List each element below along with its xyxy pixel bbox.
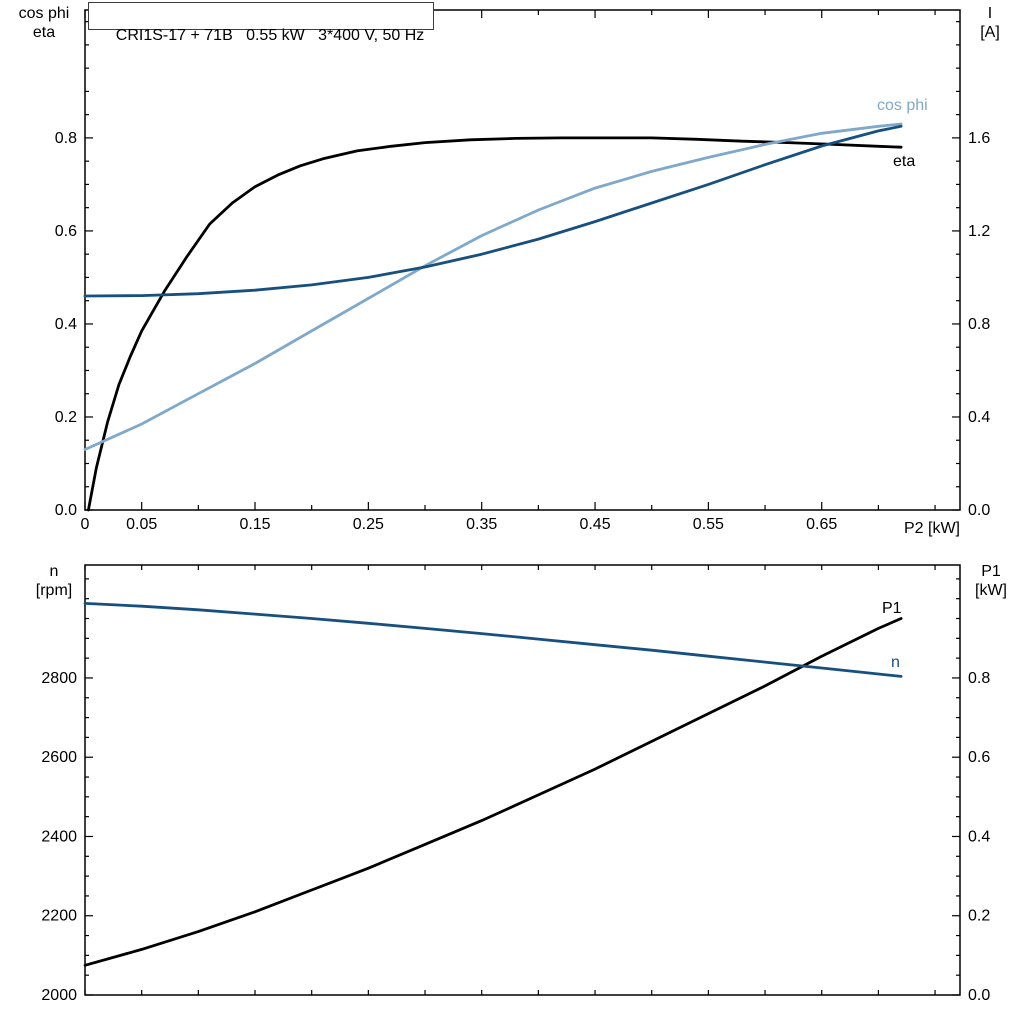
curve-label-p1: P1 xyxy=(882,600,902,617)
curve-eta xyxy=(87,136,903,512)
y-tick-label: 0.8 xyxy=(968,670,990,687)
axis-label-current: I xyxy=(987,5,993,22)
y-tick-label: 0.4 xyxy=(968,828,990,845)
y-tick-label: 2600 xyxy=(41,749,77,766)
x-tick-label: 0.05 xyxy=(126,516,157,533)
top-right-axis-label: I [A] xyxy=(962,4,1018,42)
y-tick-label: 0.0 xyxy=(968,502,990,519)
x-tick-label: 0 xyxy=(81,516,90,533)
y-tick-label: 2800 xyxy=(41,670,77,687)
y-tick-label: 0.4 xyxy=(968,409,990,426)
axis-label-p1-unit: [kW] xyxy=(975,582,1007,599)
y-tick-label: 0.4 xyxy=(55,316,77,333)
y-tick-label: 0.8 xyxy=(55,130,77,147)
y-tick-label: 0.6 xyxy=(968,749,990,766)
y-tick-label: 0.6 xyxy=(55,223,77,240)
y-tick-label: 0.2 xyxy=(55,409,77,426)
y-tick-label: 2400 xyxy=(41,828,77,845)
bottom-left-axis-label: n [rpm] xyxy=(26,562,82,600)
y-tick-label: 0.8 xyxy=(968,316,990,333)
y-tick-label: 1.2 xyxy=(968,223,990,240)
motor-electrical-chart-frame xyxy=(84,9,961,511)
top-left-axis-label: cos phi eta xyxy=(6,4,82,42)
x-tick-label: 0.45 xyxy=(579,516,610,533)
x-tick-label: 0.55 xyxy=(693,516,724,533)
curve-cos-phi xyxy=(83,122,903,451)
curve-speed xyxy=(83,602,903,678)
axis-label-p1: P1 xyxy=(981,563,1001,580)
y-tick-label: 2000 xyxy=(41,987,77,1004)
y-tick-label: 0.0 xyxy=(55,502,77,519)
speed-power-chart-frame xyxy=(84,564,961,996)
x-tick-label: 0.15 xyxy=(239,516,270,533)
curve-p1 xyxy=(83,617,903,967)
chart-title-box: CRI1S-17 + 71B 0.55 kW 3*400 V, 50 Hz xyxy=(88,2,435,44)
bottom-right-axis-label: P1 [kW] xyxy=(962,562,1020,600)
chart-title: CRI1S-17 + 71B 0.55 kW 3*400 V, 50 Hz xyxy=(115,27,425,44)
curve-label-eta: eta xyxy=(893,153,915,170)
y-tick-label: 0.2 xyxy=(968,908,990,925)
axis-label-speed-unit: [rpm] xyxy=(35,582,73,599)
x-tick-label: 0.65 xyxy=(806,516,837,533)
axis-label-cos-phi: cos phi xyxy=(18,5,70,22)
axis-label-eta: eta xyxy=(32,24,56,41)
y-tick-label: 2200 xyxy=(41,908,77,925)
y-tick-label: 1.6 xyxy=(968,130,990,147)
curve-current xyxy=(83,124,903,298)
axis-label-current-unit: [A] xyxy=(980,24,1000,41)
x-tick-label: 0.25 xyxy=(353,516,384,533)
curve-label-speed: n xyxy=(891,654,900,671)
curve-label-cos-phi: cos phi xyxy=(877,97,928,114)
y-tick-label: 0.0 xyxy=(968,987,990,1004)
x-tick-label: 0.35 xyxy=(466,516,497,533)
x-axis-label-p2: P2 [kW] xyxy=(903,520,960,537)
axis-label-speed: n xyxy=(49,563,59,580)
